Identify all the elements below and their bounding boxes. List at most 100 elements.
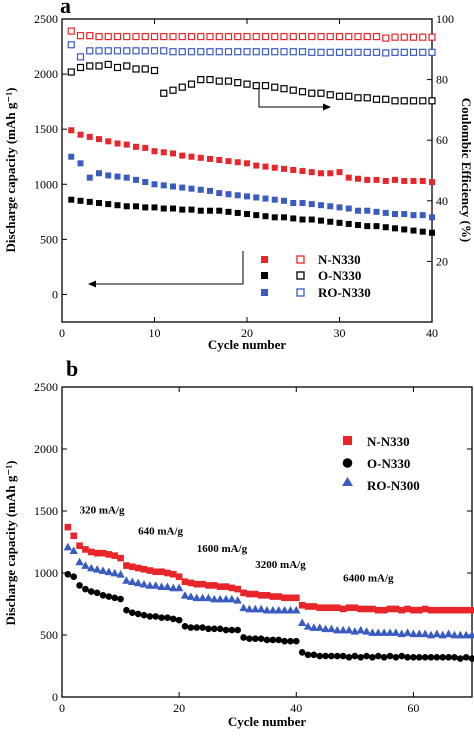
b-point-ro-n300-42 (303, 622, 313, 630)
b-point-n-n330-32 (246, 590, 253, 598)
a-series-o-n330-left (68, 196, 435, 236)
a-point-o-n330-left-19 (234, 209, 241, 216)
b-point-o-n330-12 (128, 609, 136, 616)
a-point-ro-n330-left-40 (429, 214, 435, 221)
b-point-ro-n300-19 (169, 583, 178, 592)
b-point-ro-n300-8 (104, 567, 114, 576)
a-y-tick-label-2000: 2000 (34, 67, 58, 81)
b-point-o-n330-6 (93, 589, 101, 597)
a-point-n-n330-right-33 (363, 32, 371, 41)
a-point-ro-n330-left-6 (114, 173, 121, 180)
a-point-ro-n330-left-5 (105, 172, 112, 179)
b-point-o-n330-41 (298, 649, 306, 656)
b-point-n-n330-14 (140, 565, 148, 573)
b-y-tick-label-1500: 1500 (34, 504, 58, 518)
b-point-o-n330-70 (468, 655, 474, 662)
b-point-o-n330-43 (310, 651, 318, 659)
a-series-n-n330-right (67, 27, 436, 42)
b-point-ro-n300-29 (227, 594, 237, 603)
a-point-n-n330-right-8 (132, 32, 140, 41)
b-point-o-n330-28 (222, 626, 230, 634)
a-point-n-n330-right-3 (86, 32, 94, 40)
a-point-o-n330-left-20 (244, 211, 250, 218)
b-series-n-n330 (64, 523, 474, 614)
b-point-ro-n300-7 (98, 566, 108, 574)
a-point-n-n330-left-11 (160, 149, 167, 156)
b-point-ro-n300-55 (379, 628, 389, 636)
a-point-ro-n330-left-29 (327, 203, 334, 210)
a-point-n-n330-left-37 (401, 177, 408, 184)
a-point-o-n330-left-8 (133, 203, 139, 210)
legend-marker-n-n330-b (343, 436, 352, 445)
a-point-n-n330-left-25 (290, 166, 297, 173)
a-point-n-n330-right-14 (187, 32, 196, 41)
a-point-o-n330-right-20 (243, 80, 251, 88)
b-point-n-n330-51 (357, 605, 365, 613)
b-x-tick-label-40: 40 (290, 701, 302, 715)
b-point-o-n330-27 (216, 625, 224, 633)
panel-a-y-axis-title: Discharge capacity (mAh g⁻¹) (3, 88, 18, 253)
b-point-ro-n300-16 (151, 581, 160, 589)
a-point-n-n330-right-24 (280, 32, 288, 41)
legend-label-n-n330-b: N-N330 (367, 434, 410, 449)
b-point-n-n330-70 (468, 606, 474, 614)
a-point-o-n330-right-35 (382, 95, 390, 103)
b-point-ro-n300-43 (309, 623, 319, 631)
a-point-n-n330-left-24 (281, 165, 287, 172)
b-point-n-n330-65 (439, 606, 447, 614)
a-point-o-n330-left-9 (142, 204, 149, 211)
a-point-n-n330-right-39 (419, 33, 427, 41)
b-point-n-n330-8 (105, 551, 113, 558)
a-point-n-n330-right-7 (123, 32, 131, 41)
b-point-n-n330-19 (169, 570, 177, 578)
b-point-ro-n300-40 (292, 606, 301, 614)
a-point-o-n330-left-10 (151, 204, 158, 211)
a-point-n-n330-left-35 (382, 177, 389, 184)
b-point-ro-n300-30 (233, 596, 242, 604)
b-point-n-n330-62 (421, 605, 429, 613)
a-point-o-n330-right-9 (141, 65, 149, 73)
a-point-ro-n330-left-22 (262, 195, 269, 202)
b-point-ro-n300-46 (327, 624, 336, 633)
b-point-ro-n300-25 (204, 593, 213, 602)
b-point-ro-n300-59 (403, 628, 412, 636)
a-point-ro-n330-left-38 (410, 212, 417, 219)
a-point-ro-n330-right-16 (206, 48, 214, 56)
b-point-n-n330-10 (117, 554, 124, 562)
b-point-o-n330-56 (386, 652, 394, 660)
a-point-n-n330-right-22 (261, 32, 270, 41)
b-point-ro-n300-21 (180, 591, 190, 599)
a-point-n-n330-right-19 (234, 32, 242, 41)
a-point-o-n330-right-36 (391, 97, 399, 105)
b-point-ro-n300-44 (315, 623, 324, 631)
a-point-n-n330-left-14 (188, 153, 195, 160)
a-y-tick-label-500: 500 (40, 232, 58, 246)
a-series-ro-n330-left (68, 153, 435, 221)
b-point-n-n330-12 (128, 563, 136, 571)
a-x-tick-label-0: 0 (59, 326, 65, 340)
a-point-n-n330-left-17 (216, 157, 223, 164)
b-point-o-n330-8 (105, 593, 113, 600)
a-point-o-n330-right-18 (224, 77, 233, 85)
a-point-o-n330-left-11 (160, 205, 167, 212)
b-point-ro-n300-3 (75, 557, 84, 566)
b-point-o-n330-4 (82, 585, 89, 593)
a-point-o-n330-right-17 (215, 77, 223, 85)
b-point-o-n330-45 (322, 652, 329, 660)
b-point-ro-n300-26 (210, 594, 219, 603)
b-y-tick-label-1000: 1000 (34, 566, 58, 580)
panel-b-x-axis-title: Cycle number (228, 714, 307, 729)
a-point-ro-n330-left-10 (151, 181, 158, 188)
b-point-ro-n300-64 (432, 629, 442, 638)
legend-label-o-n330-b: O-N330 (367, 456, 410, 471)
b-point-o-n330-24 (199, 624, 206, 631)
b-point-n-n330-48 (339, 605, 347, 613)
a-point-n-n330-left-3 (86, 133, 93, 140)
a-point-o-n330-left-30 (336, 219, 343, 226)
a-point-o-n330-right-12 (169, 86, 177, 94)
a-point-n-n330-right-1 (67, 27, 75, 35)
legend-marker-ro-n330-efficiency (296, 288, 305, 297)
a-point-n-n330-left-22 (262, 163, 269, 170)
b-point-o-n330-42 (304, 651, 312, 659)
b-point-o-n330-22 (187, 624, 195, 631)
